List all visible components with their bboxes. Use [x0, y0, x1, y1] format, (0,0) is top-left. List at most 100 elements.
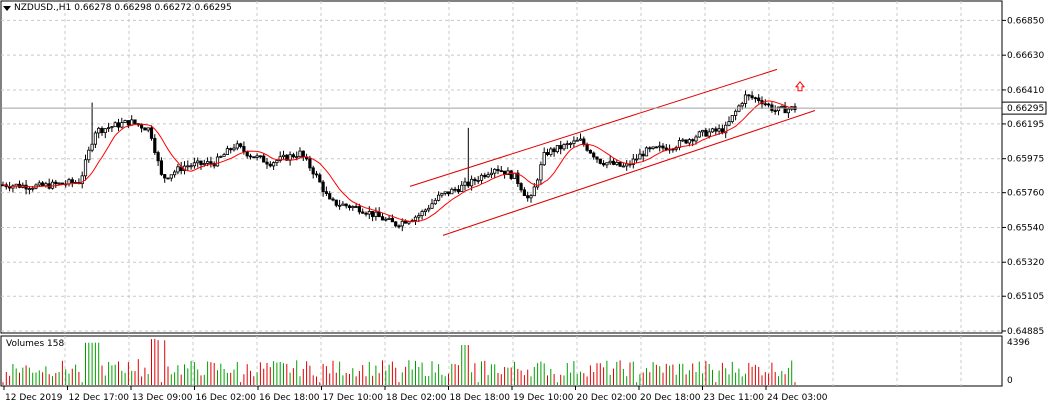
price-tick-label: 0.66195 [1007, 120, 1044, 130]
candle-body [436, 194, 441, 201]
caret-down-icon[interactable] [3, 6, 11, 11]
time-tick-label: 18 Dec 02:00 [386, 393, 447, 403]
price-tick-label: 0.65540 [1007, 223, 1044, 233]
price-tick-label: 0.65320 [1007, 258, 1044, 268]
candle-body [496, 168, 500, 172]
candle-body [139, 124, 144, 129]
candle-body [618, 162, 622, 167]
price-tick-label: 0.65975 [1007, 155, 1044, 165]
candle-body [328, 193, 332, 200]
candle-body [143, 127, 147, 131]
candle-body [219, 155, 223, 158]
candle-body [701, 129, 705, 133]
candle-body [229, 148, 233, 151]
candle-body [380, 216, 385, 221]
candle-body [443, 191, 447, 194]
channel-upper-line [409, 68, 778, 187]
time-tick-label: 23 Dec 11:00 [704, 393, 765, 403]
candle-body [107, 127, 111, 130]
candle-body [615, 162, 619, 165]
candle-body [400, 220, 404, 227]
time-tick-label: 24 Dec 03:00 [767, 393, 828, 403]
candle-body [67, 179, 71, 185]
candle-body [668, 148, 672, 151]
candle-body [337, 204, 342, 207]
candle-body [163, 174, 167, 179]
candle-body [677, 140, 682, 148]
candle-body [502, 170, 507, 175]
candle-body [776, 106, 781, 112]
candle-body [582, 138, 586, 146]
time-tick-label: 16 Dec 18:00 [259, 393, 320, 403]
candle-body [153, 137, 157, 153]
candle-body [60, 182, 65, 185]
up-arrow-icon [794, 80, 806, 92]
candle-body [747, 94, 751, 97]
candle-body [14, 183, 18, 187]
candle-body [403, 220, 408, 224]
candle-body [522, 189, 527, 197]
candle-body [314, 173, 319, 176]
candle-body [285, 154, 289, 161]
candle-body [433, 199, 437, 205]
candle-body [493, 168, 497, 174]
candle-body [70, 179, 74, 183]
candle-body [27, 188, 32, 191]
candle-body [54, 181, 58, 185]
candle-body [413, 216, 418, 221]
candle-body [479, 174, 484, 181]
candle-body [347, 205, 352, 209]
candle-body [116, 122, 121, 128]
candle-body [694, 136, 698, 142]
candle-body [271, 162, 276, 167]
price-tick-label: 0.65105 [1007, 292, 1044, 302]
candle-body [364, 212, 368, 215]
candle-body [552, 148, 556, 153]
candle-body [90, 143, 94, 151]
candle-body [423, 209, 428, 213]
candle-body [304, 156, 309, 160]
channel-lower-line [442, 110, 816, 236]
symbol-label: NZDUSD.,H1 [14, 3, 72, 13]
candle-body [113, 122, 117, 128]
candle-body [189, 165, 193, 168]
candle-body [608, 160, 612, 164]
candle-body [387, 218, 391, 220]
candle-body [592, 152, 596, 158]
candle-body [767, 103, 771, 106]
candle-body [156, 152, 160, 162]
candle-body [519, 183, 523, 191]
candle-body [644, 147, 649, 157]
candle-body [542, 152, 546, 166]
candle-body [734, 110, 738, 116]
candle-body [324, 191, 329, 194]
candle-body [4, 184, 8, 188]
candle-body [585, 144, 589, 151]
candle-body [539, 164, 543, 181]
candle-body [737, 105, 741, 112]
candle-body [384, 218, 388, 221]
candle-body [757, 97, 761, 102]
candle-body [31, 187, 35, 190]
main-chart-frame [0, 0, 1003, 334]
candle-body [331, 198, 335, 201]
candle-body [786, 108, 791, 114]
candle-body [753, 97, 758, 100]
candle-body [308, 158, 312, 169]
symbol-header[interactable]: NZDUSD.,H1 0.66278 0.66298 0.66272 0.662… [3, 3, 232, 14]
candle-body [205, 161, 210, 164]
candle-body [730, 115, 734, 122]
candle-body [714, 128, 718, 132]
candle-body [483, 174, 487, 178]
candle-body [684, 139, 688, 144]
candle-body [671, 148, 675, 151]
candle-body [126, 120, 130, 126]
candle-body [57, 182, 61, 185]
candle-body [166, 177, 170, 180]
candle-body [450, 188, 454, 195]
volume-axis-max-label: 4396 [1007, 338, 1030, 348]
candle-body [202, 162, 206, 165]
time-tick-label: 17 Dec 10:00 [323, 393, 384, 403]
